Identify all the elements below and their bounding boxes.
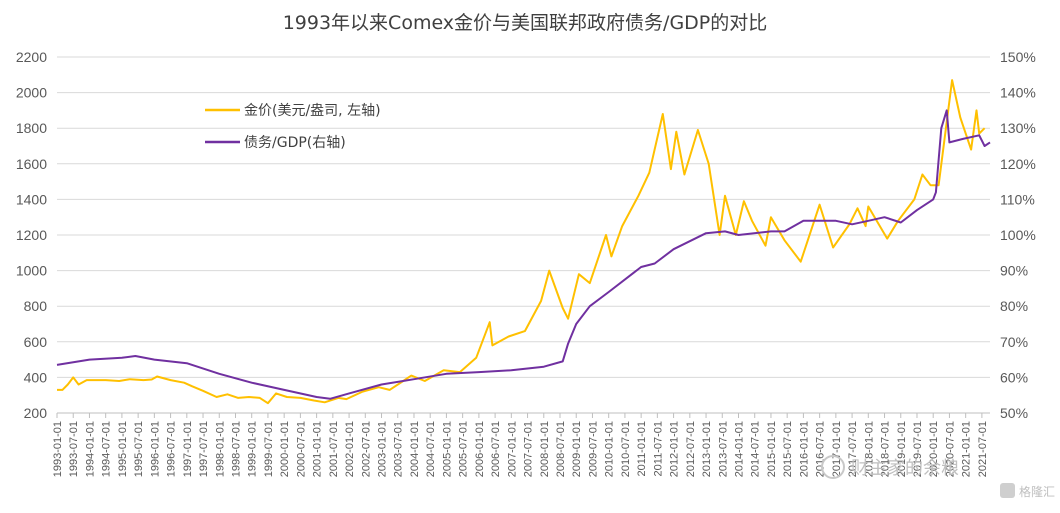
right-tick-label: 140%	[1000, 85, 1036, 101]
series-line	[57, 79, 986, 405]
gridlines	[57, 56, 990, 414]
left-tick-label: 200	[24, 405, 48, 421]
right-tick-label: 50%	[1000, 405, 1028, 421]
x-tick-label: 1997-07-01	[198, 421, 210, 477]
right-tick-label: 90%	[1000, 263, 1028, 279]
x-tick-label: 2000-07-01	[295, 421, 307, 477]
x-tick-label: 1996-07-01	[166, 421, 178, 477]
x-tick-label: 2011-01-01	[636, 421, 648, 476]
right-axis-ticks: 50% 60% 70% 80% 90% 100% 110% 120% 130% 140% 150%	[1000, 49, 1036, 421]
x-tick-label: 1999-07-01	[263, 421, 275, 477]
x-tick-label: 2010-01-01	[604, 421, 616, 477]
x-tick-label: 2016-07-01	[815, 421, 827, 477]
x-tick-label: 2002-01-01	[344, 421, 356, 477]
wechat-icon	[821, 455, 845, 479]
x-tick-label: 1999-01-01	[247, 421, 259, 477]
left-tick-label: 400	[24, 369, 48, 385]
x-tick-label: 1994-07-01	[101, 421, 113, 477]
left-axis-ticks: 200 400 600 800 1000 1200 1400 1600 1800 2000 2200	[16, 49, 47, 421]
series-line	[56, 109, 991, 400]
x-tick-label: 1998-01-01	[214, 421, 226, 477]
x-tick-label: 2004-01-01	[409, 421, 421, 477]
legend-label: 金价(美元/盎司, 左轴)	[244, 103, 381, 119]
x-tick-label: 2004-07-01	[425, 421, 437, 477]
x-tick-label: 1994-01-01	[84, 421, 96, 477]
gelonghui-logo-icon	[1000, 483, 1015, 498]
x-tick-label: 2001-01-01	[312, 421, 324, 477]
x-tick-label: 1995-01-01	[117, 421, 129, 477]
right-tick-label: 80%	[1000, 298, 1028, 314]
x-tick-label: 2021-01-01	[961, 421, 973, 477]
x-tick-label: 2014-07-01	[750, 421, 762, 477]
x-tick-label: 2017-07-01	[847, 421, 859, 477]
left-tick-label: 1800	[16, 120, 47, 136]
right-tick-label: 70%	[1000, 334, 1028, 350]
x-tick-label: 2003-07-01	[393, 421, 405, 477]
x-axis-ticks: 1993-01-01 1993-07-01 1994-01-01 1994-07-01…	[52, 413, 989, 477]
x-tick-label: 2021-07-01	[977, 421, 989, 477]
x-tick-label: 2007-07-01	[523, 421, 535, 477]
legend-label: 债务/GDP(右轴)	[244, 135, 346, 151]
x-tick-label: 1993-01-01	[52, 421, 64, 477]
x-tick-label: 1998-07-01	[230, 421, 242, 477]
x-tick-label: 2013-07-01	[717, 421, 729, 477]
left-tick-label: 1200	[16, 227, 47, 243]
x-tick-label: 2010-07-01	[620, 421, 632, 477]
x-tick-label: 2012-01-01	[669, 421, 681, 477]
x-tick-label: 1996-01-01	[149, 421, 161, 477]
x-tick-label: 2002-07-01	[360, 421, 372, 477]
x-tick-label: 2003-01-01	[377, 421, 389, 477]
series-layer	[56, 79, 991, 405]
x-tick-label: 2020-01-01	[928, 421, 940, 477]
x-tick-label: 2016-01-01	[798, 421, 810, 477]
left-tick-label: 1400	[16, 191, 47, 207]
legend[interactable]: 金价(美元/盎司, 左轴) 债务/GDP(右轴)	[205, 103, 381, 151]
x-tick-label: 2005-01-01	[441, 421, 453, 477]
x-tick-label: 1993-07-01	[68, 421, 80, 477]
left-tick-label: 800	[24, 298, 48, 314]
x-tick-label: 2012-07-01	[685, 421, 697, 477]
x-tick-label: 2007-01-01	[506, 421, 518, 477]
x-tick-label: 2009-07-01	[587, 421, 599, 477]
x-tick-label: 2018-07-01	[880, 421, 892, 477]
left-tick-label: 600	[24, 334, 48, 350]
x-tick-label: 2019-07-01	[912, 421, 924, 477]
x-tick-label: 2008-01-01	[539, 421, 551, 477]
watermark: 财主家的余粮 格隆汇	[821, 455, 1055, 499]
x-tick-label: 2008-07-01	[555, 421, 567, 477]
x-tick-label: 2006-01-01	[474, 421, 486, 477]
x-tick-label: 2019-01-01	[896, 421, 908, 477]
watermark-text: 财主家的余粮	[851, 458, 959, 479]
x-tick-label: 2020-07-01	[944, 421, 956, 477]
right-tick-label: 150%	[1000, 49, 1036, 65]
chart-title: 1993年以来Comex金价与美国联邦政府债务/GDP的对比	[283, 12, 768, 34]
x-tick-label: 2001-07-01	[328, 421, 340, 477]
x-tick-label: 1997-01-01	[182, 421, 194, 477]
watermark-badge: 格隆汇	[1019, 484, 1055, 499]
right-tick-label: 100%	[1000, 227, 1036, 243]
x-tick-label: 2006-07-01	[490, 421, 502, 477]
x-tick-label: 2009-01-01	[571, 421, 583, 477]
right-tick-label: 110%	[1000, 191, 1035, 207]
x-tick-label: 2013-01-01	[701, 421, 713, 477]
x-tick-label: 2017-01-01	[831, 421, 843, 477]
x-tick-label: 2015-01-01	[766, 421, 778, 477]
x-tick-label: 1995-07-01	[133, 421, 145, 477]
x-tick-label: 2014-01-01	[733, 421, 745, 477]
x-tick-label: 2015-07-01	[782, 421, 794, 477]
left-tick-label: 1000	[16, 263, 47, 279]
x-tick-label: 2005-07-01	[458, 421, 470, 477]
left-tick-label: 1600	[16, 156, 47, 172]
right-tick-label: 120%	[1000, 156, 1036, 172]
right-tick-label: 60%	[1000, 369, 1028, 385]
left-tick-label: 2200	[16, 49, 47, 65]
x-tick-label: 2000-01-01	[279, 421, 291, 477]
right-tick-label: 130%	[1000, 120, 1036, 136]
x-tick-label: 2018-01-01	[863, 421, 875, 477]
left-tick-label: 2000	[16, 85, 47, 101]
x-tick-label: 2011-07-01	[652, 421, 664, 476]
